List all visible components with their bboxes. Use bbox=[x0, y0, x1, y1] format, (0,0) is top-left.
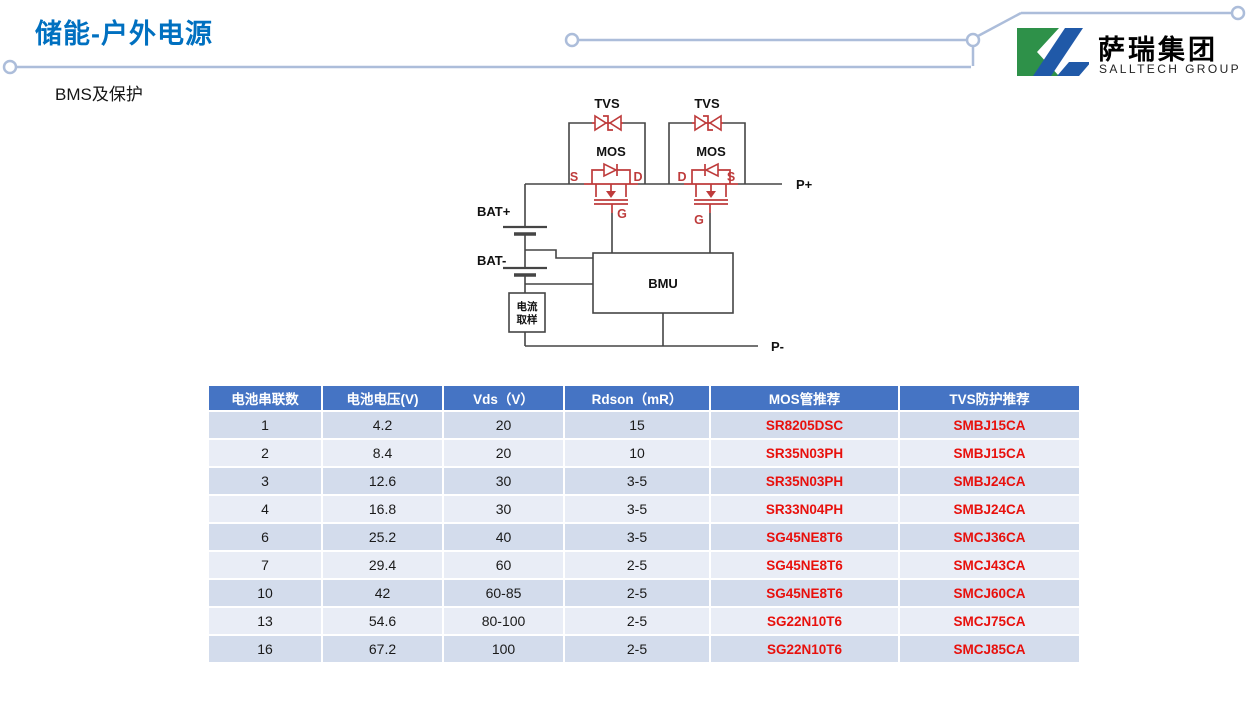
value-cell: 16.8 bbox=[323, 496, 442, 522]
mos2-source-label: S bbox=[727, 170, 735, 184]
col-header-vds: Vds（V） bbox=[444, 386, 563, 410]
part-number-cell: SMCJ75CA bbox=[900, 608, 1079, 634]
value-cell: 16 bbox=[209, 636, 321, 662]
value-cell: 12.6 bbox=[323, 468, 442, 494]
mos2-label: MOS bbox=[696, 144, 726, 159]
part-number-cell: SMCJ60CA bbox=[900, 580, 1079, 606]
value-cell: 40 bbox=[444, 524, 563, 550]
table-row: 13 54.6 80-100 2-5 SG22N10T6 SMCJ75CA bbox=[209, 608, 1079, 634]
part-number-cell: SR8205DSC bbox=[711, 412, 898, 438]
tvs1-label: TVS bbox=[594, 96, 620, 111]
part-number-cell: SR33N04PH bbox=[711, 496, 898, 522]
mos2-gate-label: G bbox=[694, 213, 704, 227]
value-cell: 2-5 bbox=[565, 552, 709, 578]
part-number-cell: SG45NE8T6 bbox=[711, 524, 898, 550]
current-sample-label-line2: 取样 bbox=[517, 313, 538, 326]
value-cell: 54.6 bbox=[323, 608, 442, 634]
value-cell: 2-5 bbox=[565, 580, 709, 606]
table-header-row: 电池串联数 电池电压(V) Vds（V） Rdson（mR） MOS管推荐 TV… bbox=[209, 386, 1079, 410]
value-cell: 10 bbox=[565, 440, 709, 466]
mos1-drain-label: D bbox=[633, 170, 642, 184]
value-cell: 4.2 bbox=[323, 412, 442, 438]
value-cell: 1 bbox=[209, 412, 321, 438]
value-cell: 7 bbox=[209, 552, 321, 578]
part-number-cell: SG45NE8T6 bbox=[711, 580, 898, 606]
part-number-cell: SMCJ85CA bbox=[900, 636, 1079, 662]
table-row: 10 42 60-85 2-5 SG45NE8T6 SMCJ60CA bbox=[209, 580, 1079, 606]
part-number-cell: SMCJ43CA bbox=[900, 552, 1079, 578]
value-cell: 30 bbox=[444, 468, 563, 494]
company-name-cn: 萨瑞集团 bbox=[1098, 35, 1218, 65]
table-row: 4 16.8 30 3-5 SR33N04PH SMBJ24CA bbox=[209, 496, 1079, 522]
value-cell: 80-100 bbox=[444, 608, 563, 634]
bat-minus-label: BAT- bbox=[477, 253, 506, 268]
part-number-cell: SG22N10T6 bbox=[711, 608, 898, 634]
mos1-label: MOS bbox=[596, 144, 626, 159]
value-cell: 4 bbox=[209, 496, 321, 522]
value-cell: 3-5 bbox=[565, 524, 709, 550]
value-cell: 60 bbox=[444, 552, 563, 578]
p-minus-label: P- bbox=[771, 339, 784, 354]
value-cell: 8.4 bbox=[323, 440, 442, 466]
value-cell: 42 bbox=[323, 580, 442, 606]
part-number-cell: SMBJ24CA bbox=[900, 468, 1079, 494]
value-cell: 67.2 bbox=[323, 636, 442, 662]
page-title: 储能-户外电源 bbox=[35, 19, 213, 49]
bms-circuit-diagram: TVS TVS MOS MOS S D G D S G BAT+ BAT- 电流… bbox=[477, 96, 813, 354]
value-cell: 15 bbox=[565, 412, 709, 438]
part-number-cell: SG22N10T6 bbox=[711, 636, 898, 662]
bat-plus-label: BAT+ bbox=[477, 204, 511, 219]
value-cell: 2 bbox=[209, 440, 321, 466]
value-cell: 100 bbox=[444, 636, 563, 662]
part-number-cell: SMBJ15CA bbox=[900, 440, 1079, 466]
table-row: 16 67.2 100 2-5 SG22N10T6 SMCJ85CA bbox=[209, 636, 1079, 662]
value-cell: 3-5 bbox=[565, 468, 709, 494]
value-cell: 13 bbox=[209, 608, 321, 634]
company-name-en: SALLTECH GROUP bbox=[1099, 62, 1242, 76]
value-cell: 6 bbox=[209, 524, 321, 550]
col-header-voltage: 电池电压(V) bbox=[323, 386, 442, 410]
section-subtitle: BMS及保护 bbox=[55, 85, 143, 104]
value-cell: 20 bbox=[444, 412, 563, 438]
value-cell: 2-5 bbox=[565, 636, 709, 662]
col-header-tvs: TVS防护推荐 bbox=[900, 386, 1079, 410]
tvs2-label: TVS bbox=[694, 96, 720, 111]
value-cell: 2-5 bbox=[565, 608, 709, 634]
col-header-mos: MOS管推荐 bbox=[711, 386, 898, 410]
table-row: 7 29.4 60 2-5 SG45NE8T6 SMCJ43CA bbox=[209, 552, 1079, 578]
value-cell: 3-5 bbox=[565, 496, 709, 522]
part-number-cell: SG45NE8T6 bbox=[711, 552, 898, 578]
table-row: 1 4.2 20 15 SR8205DSC SMBJ15CA bbox=[209, 412, 1079, 438]
recommendation-table: 电池串联数 电池电压(V) Vds（V） Rdson（mR） MOS管推荐 TV… bbox=[207, 384, 1081, 664]
value-cell: 60-85 bbox=[444, 580, 563, 606]
bmu-label: BMU bbox=[648, 276, 678, 291]
mos2-drain-label: D bbox=[677, 170, 686, 184]
company-logo-icon bbox=[1017, 28, 1089, 76]
part-number-cell: SMCJ36CA bbox=[900, 524, 1079, 550]
col-header-rdson: Rdson（mR） bbox=[565, 386, 709, 410]
part-number-cell: SR35N03PH bbox=[711, 468, 898, 494]
table-row: 6 25.2 40 3-5 SG45NE8T6 SMCJ36CA bbox=[209, 524, 1079, 550]
mos1-source-label: S bbox=[570, 170, 578, 184]
p-plus-label: P+ bbox=[796, 177, 813, 192]
part-number-cell: SMBJ15CA bbox=[900, 412, 1079, 438]
value-cell: 10 bbox=[209, 580, 321, 606]
value-cell: 3 bbox=[209, 468, 321, 494]
value-cell: 20 bbox=[444, 440, 563, 466]
decorative-connector bbox=[2, 5, 1246, 75]
value-cell: 29.4 bbox=[323, 552, 442, 578]
value-cell: 30 bbox=[444, 496, 563, 522]
col-header-series-count: 电池串联数 bbox=[209, 386, 321, 410]
current-sample-label-line1: 电流 bbox=[517, 300, 538, 313]
table-body: 1 4.2 20 15 SR8205DSC SMBJ15CA 2 8.4 20 10 SR35N03… bbox=[209, 412, 1079, 662]
table-row: 3 12.6 30 3-5 SR35N03PH SMBJ24CA bbox=[209, 468, 1079, 494]
part-number-cell: SMBJ24CA bbox=[900, 496, 1079, 522]
mos1-gate-label: G bbox=[617, 207, 627, 221]
value-cell: 25.2 bbox=[323, 524, 442, 550]
part-number-cell: SR35N03PH bbox=[711, 440, 898, 466]
table-row: 2 8.4 20 10 SR35N03PH SMBJ15CA bbox=[209, 440, 1079, 466]
